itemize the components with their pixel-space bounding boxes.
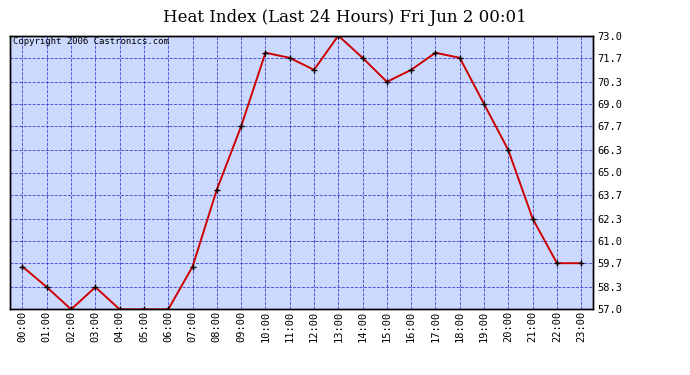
Text: Copyright 2006 Castronics.com: Copyright 2006 Castronics.com: [13, 37, 169, 46]
Text: Heat Index (Last 24 Hours) Fri Jun 2 00:01: Heat Index (Last 24 Hours) Fri Jun 2 00:…: [163, 9, 527, 26]
